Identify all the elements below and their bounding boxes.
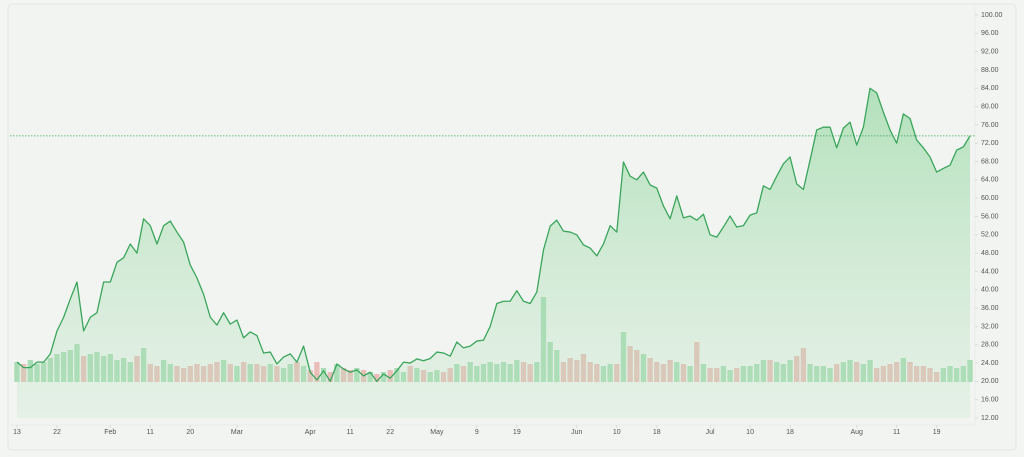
- area-fill: [17, 88, 970, 419]
- price-line: [16, 87, 971, 383]
- x-tick-label: 18: [653, 429, 661, 436]
- y-tick-label: 16.00: [981, 397, 999, 404]
- y-tick-label: 24.00: [981, 360, 999, 367]
- volume-bar: [327, 372, 333, 382]
- y-tick-label: 96.00: [981, 30, 999, 37]
- x-tick-label: May: [430, 429, 444, 436]
- y-tick-label: 52.00: [981, 232, 999, 239]
- y-tick-label: 12.00: [981, 415, 999, 422]
- x-tick-label: 10: [613, 429, 621, 436]
- volume-bar: [374, 374, 380, 382]
- x-tick-label: 18: [786, 429, 794, 436]
- x-tick-label: Apr: [305, 429, 317, 436]
- y-tick-label: 36.00: [981, 305, 999, 312]
- x-tick-label: Jul: [706, 429, 715, 436]
- x-tick-label: 13: [13, 429, 21, 436]
- x-tick-label: 11: [893, 429, 900, 436]
- y-tick-label: 68.00: [981, 158, 999, 165]
- y-tick-label: 92.00: [981, 48, 999, 55]
- x-tick-label: 10: [746, 429, 754, 436]
- y-tick-label: 44.00: [981, 268, 999, 275]
- y-tick-label: 64.00: [981, 177, 999, 184]
- x-tick-label: 19: [933, 429, 941, 436]
- y-tick-label: 88.00: [981, 67, 999, 74]
- y-tick-label: 56.00: [981, 213, 999, 220]
- x-tick-label: 11: [347, 429, 354, 436]
- x-tick-label: 22: [53, 429, 61, 436]
- y-tick-label: 48.00: [981, 250, 999, 257]
- volume-bar: [387, 370, 393, 382]
- x-tick-label: 11: [147, 429, 154, 436]
- x-tick-label: Aug: [850, 429, 863, 436]
- y-tick-label: 60.00: [981, 195, 999, 202]
- x-tick-label: 22: [386, 429, 394, 436]
- y-tick-label: 80.00: [981, 103, 999, 110]
- volume-bar: [314, 362, 320, 382]
- y-tick-label: 20.00: [981, 378, 999, 385]
- x-tick-label: 19: [513, 429, 521, 436]
- y-tick-label: 72.00: [981, 140, 999, 147]
- y-tick-label: 32.00: [981, 323, 999, 330]
- y-tick-label: 28.00: [981, 342, 999, 349]
- y-tick-label: 84.00: [981, 85, 999, 92]
- x-tick-label: 20: [186, 429, 194, 436]
- y-tick-label: 100.00: [981, 12, 1003, 19]
- y-tick-label: 40.00: [981, 287, 999, 294]
- x-tick-label: 9: [475, 429, 479, 436]
- x-tick-label: Feb: [104, 429, 116, 436]
- y-tick-label: 76.00: [981, 122, 999, 129]
- x-tick-label: Mar: [231, 429, 244, 436]
- x-tick-label: Jun: [571, 429, 582, 436]
